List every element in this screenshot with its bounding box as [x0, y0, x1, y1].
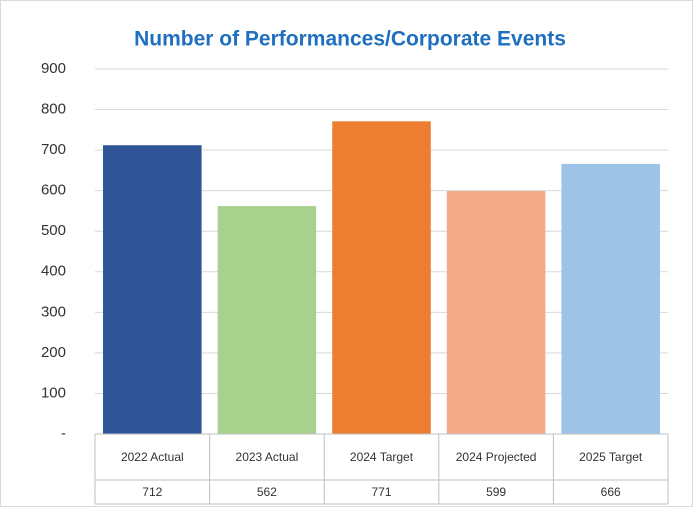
x-tick-label: 2024 Projected [455, 450, 537, 464]
x-tick-label: 2023 Actual [235, 450, 299, 464]
y-tick-label: 100 [41, 384, 66, 401]
data-table-value: 771 [371, 485, 392, 499]
bar [561, 163, 660, 434]
data-table-value: 599 [486, 485, 507, 499]
y-tick-label: 900 [41, 60, 66, 77]
bar [446, 191, 546, 434]
data-table-value: 712 [142, 485, 163, 499]
y-tick-label: 400 [41, 263, 66, 280]
y-tick-label: 700 [41, 141, 66, 158]
y-tick-label: 300 [41, 303, 66, 320]
y-tick-label: 200 [41, 344, 66, 361]
y-tick-label: 500 [41, 222, 66, 239]
data-table-value: 666 [600, 485, 621, 499]
y-tick-label: - [61, 425, 66, 442]
bar [103, 145, 202, 434]
bar [217, 206, 317, 434]
y-tick-label: 600 [41, 182, 66, 199]
chart-title: Number of Performances/Corporate Events [134, 28, 566, 51]
x-tick-label: 2024 Target [349, 450, 414, 464]
x-tick-label: 2022 Actual [120, 450, 184, 464]
bar [332, 121, 431, 435]
x-tick-label: 2025 Target [579, 450, 643, 464]
y-tick-label: 800 [41, 101, 66, 118]
data-table-value: 562 [256, 485, 277, 499]
